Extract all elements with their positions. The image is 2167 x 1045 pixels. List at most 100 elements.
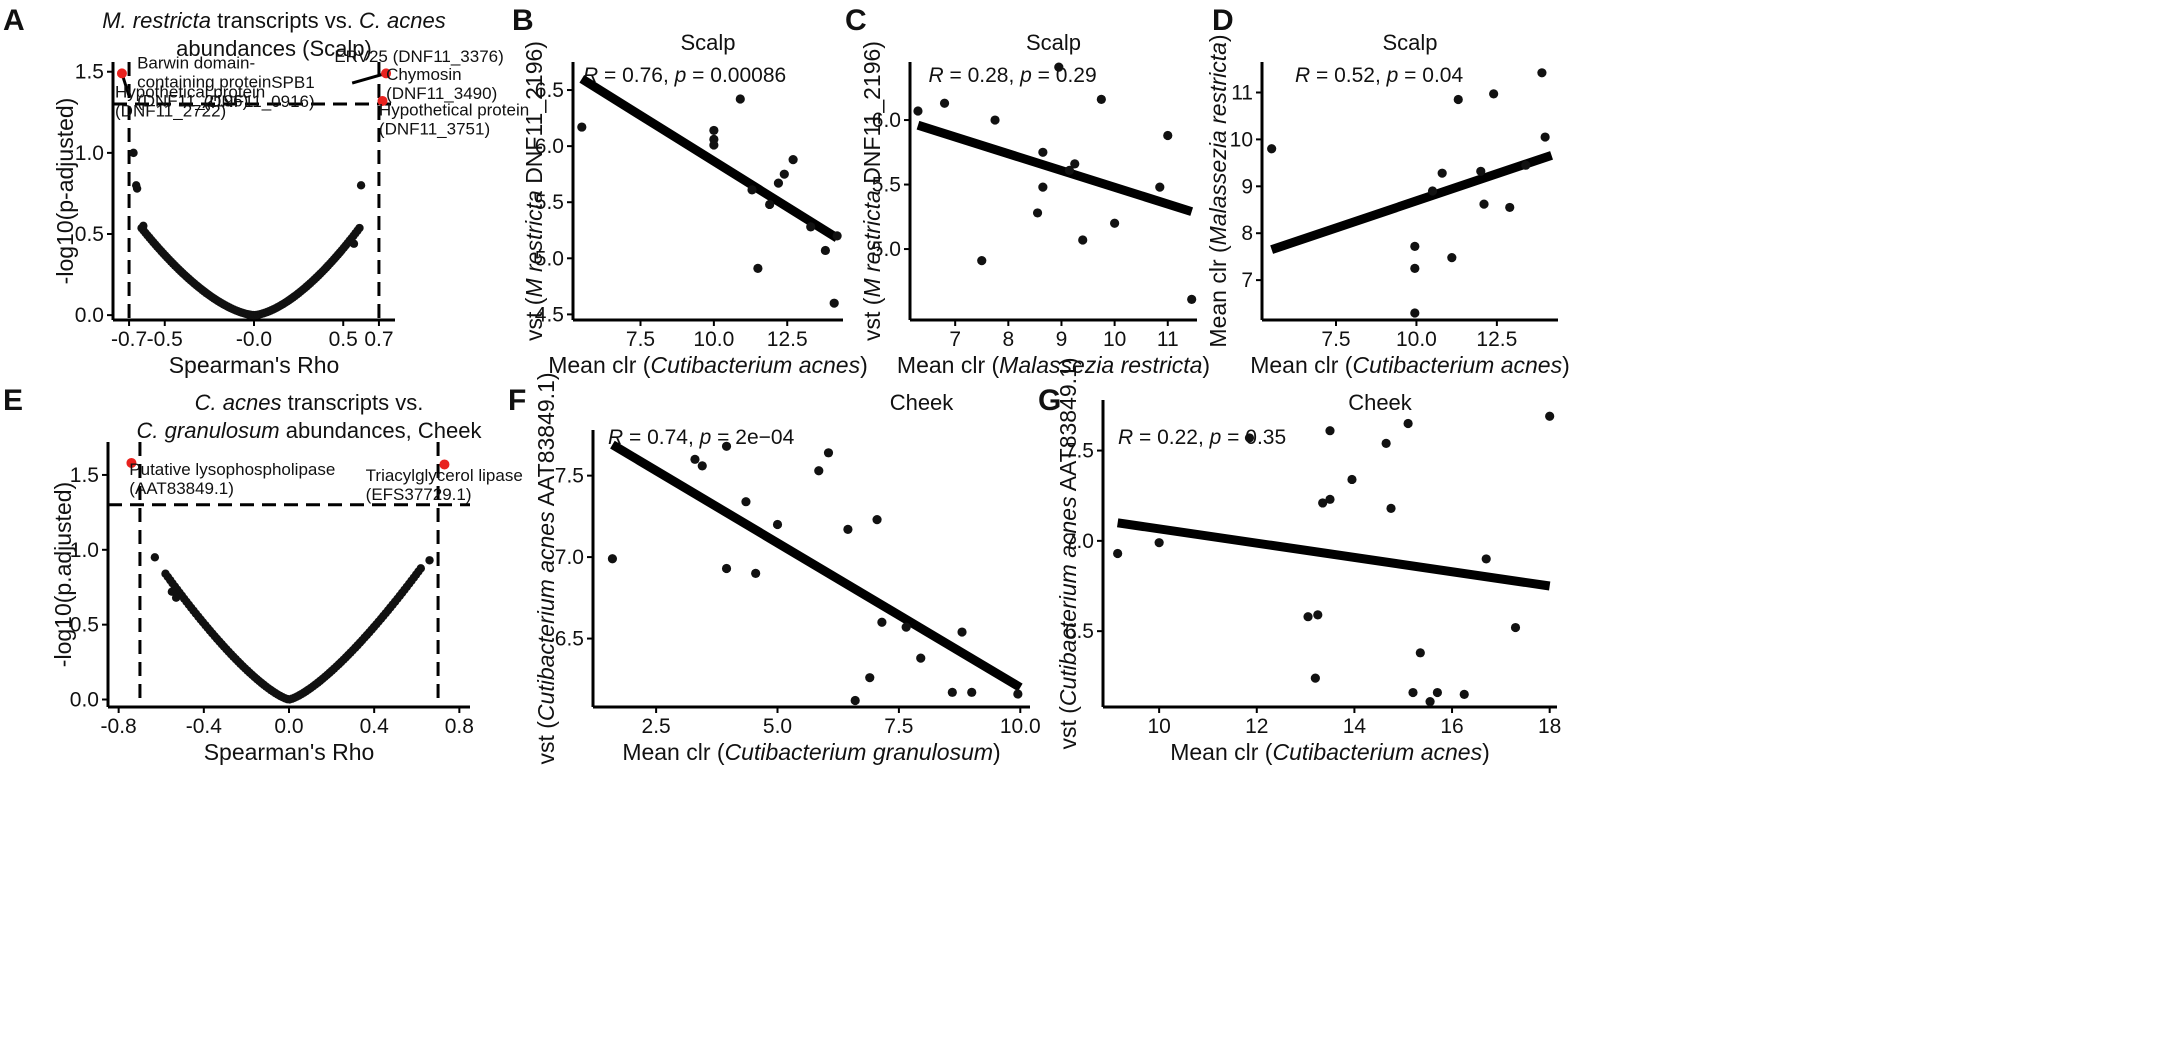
y-tick-label: 7.0	[1065, 530, 1094, 553]
x-tick-label: -0.8	[101, 715, 137, 738]
x-tick-label: 9	[1056, 328, 1068, 351]
data-point	[1267, 144, 1277, 154]
stat-p-symbol: p	[699, 426, 712, 449]
data-point	[1459, 689, 1469, 699]
significant-point	[116, 68, 127, 79]
x-tick-label: 10	[1147, 715, 1170, 738]
data-point	[1325, 494, 1335, 504]
y-tick-label: 5.5	[535, 191, 564, 214]
x-axis-label: Mean clr (Cutibacterium granulosum)	[622, 739, 1000, 765]
point-annotation: Chymosin (DNF11_3490)	[386, 65, 497, 103]
data-point	[865, 673, 875, 683]
data-point	[990, 115, 1000, 125]
chart-subtitle: Scalp	[680, 30, 735, 55]
stat-r-value: = 0.76,	[598, 64, 674, 87]
data-point	[753, 263, 763, 273]
data-point	[1381, 438, 1391, 448]
annotation-line: (DNF11_2196)	[137, 91, 248, 110]
x-tick-label: 12.5	[767, 328, 808, 351]
regression-line	[1270, 151, 1554, 254]
data-point	[1154, 538, 1164, 548]
data-point	[355, 223, 364, 233]
chart-subtitle: Cheek	[890, 390, 955, 415]
data-point	[356, 181, 366, 190]
data-point	[1244, 433, 1255, 443]
y-axis-label: Mean clr (Malassezia restricta)	[1205, 34, 1231, 347]
annotation-line: (DNF11_3751)	[379, 120, 490, 139]
panel-letter: D	[1212, 4, 1234, 37]
panel-e-volcano-cheek: E -0.8 -0.4 0.0 0.4 0.8 0.0 0.5 1.0 1.5 Spearman's…	[3, 384, 523, 765]
y-tick-label: 0.0	[75, 304, 104, 327]
panel-letter: A	[3, 4, 25, 37]
x-axis-label: Mean clr (Cutibacterium acnes)	[1170, 739, 1490, 765]
data-point	[690, 454, 700, 464]
x-tick-label: 16	[1440, 715, 1463, 738]
data-point	[1427, 186, 1438, 196]
panel-letter: B	[512, 4, 534, 37]
data-point	[1110, 218, 1120, 228]
y-tick-label: 5.5	[872, 174, 901, 197]
annotation-line: Barwin domain-	[137, 53, 255, 72]
panel-letter: F	[508, 384, 526, 417]
stat-p-value: = 0.29	[1032, 64, 1097, 87]
annotation-line: ERV25 (DNF11_3376)	[334, 47, 503, 66]
data-point	[349, 239, 359, 248]
stat-p-value: = 0.00086	[686, 64, 786, 87]
data-point	[721, 563, 732, 574]
data-point	[1437, 168, 1447, 178]
data-point	[1479, 199, 1489, 209]
x-axis-label-part: Cutibacterium acnes	[1272, 739, 1482, 765]
x-tick-label: -0.0	[236, 328, 272, 351]
y-axis-label-part: AAT83849.1)	[1055, 357, 1081, 496]
data-point	[977, 256, 987, 266]
annotation-line: (DNF11_3490)	[386, 84, 497, 103]
data-point	[1318, 498, 1328, 508]
data-point	[1505, 202, 1515, 213]
data-point	[1347, 474, 1357, 485]
x-tick-label: 10.0	[693, 328, 734, 351]
y-axis-label: -log10(p.adjusted)	[50, 482, 76, 667]
data-point	[1064, 165, 1075, 175]
stat-p-symbol: p	[1386, 64, 1399, 87]
point-annotation: Barwin domain-containing protein (DNF11_2…	[137, 53, 271, 110]
x-axis-label-part: )	[1482, 739, 1490, 765]
y-axis-label-part: )	[1205, 34, 1231, 42]
stat-r-value: = 0.52,	[1310, 64, 1386, 87]
data-point	[772, 519, 783, 530]
data-point	[132, 184, 142, 193]
x-tick-label: 10.0	[1000, 715, 1041, 738]
data-point	[1038, 147, 1048, 157]
x-axis-label-part: )	[993, 739, 1001, 765]
data-point	[1187, 294, 1197, 304]
chart-title-part: C. acnes	[195, 390, 282, 415]
y-tick-label: 6.0	[872, 109, 901, 132]
data-point	[1038, 182, 1048, 192]
data-point	[1096, 94, 1106, 105]
data-point	[697, 461, 707, 471]
x-tick-label: 7.5	[626, 328, 655, 351]
stat-p-value: = 0.04	[1398, 64, 1463, 87]
data-point	[877, 617, 887, 627]
data-point	[1447, 253, 1457, 263]
chart-title: C. granulosum abundances, Cheek	[137, 418, 483, 443]
data-point	[1310, 673, 1320, 683]
correlation-stat: R = 0.76, p = 0.00086	[583, 64, 786, 87]
x-axis-label-part: Malassezia restricta	[999, 352, 1202, 378]
x-axis-label-part: )	[1202, 352, 1210, 378]
annotation-line: (EFS37729.1)	[366, 485, 472, 504]
y-axis-label-part: Mean clr (	[1205, 245, 1231, 348]
chart-title-part: transcripts vs.	[282, 390, 424, 415]
data-point	[607, 554, 618, 564]
x-axis-label: Spearman's Rho	[204, 739, 375, 765]
significant-point	[377, 95, 388, 106]
annotation-line: Hypothetical protein	[115, 83, 265, 102]
data-point	[832, 231, 842, 241]
x-tick-label: 10.0	[1396, 328, 1437, 351]
data-point	[150, 553, 160, 562]
data-point	[939, 98, 950, 108]
x-tick-label: 0.0	[274, 715, 303, 738]
data-point	[779, 169, 789, 179]
stat-r-symbol: R	[1295, 64, 1310, 87]
data-point	[425, 556, 434, 565]
